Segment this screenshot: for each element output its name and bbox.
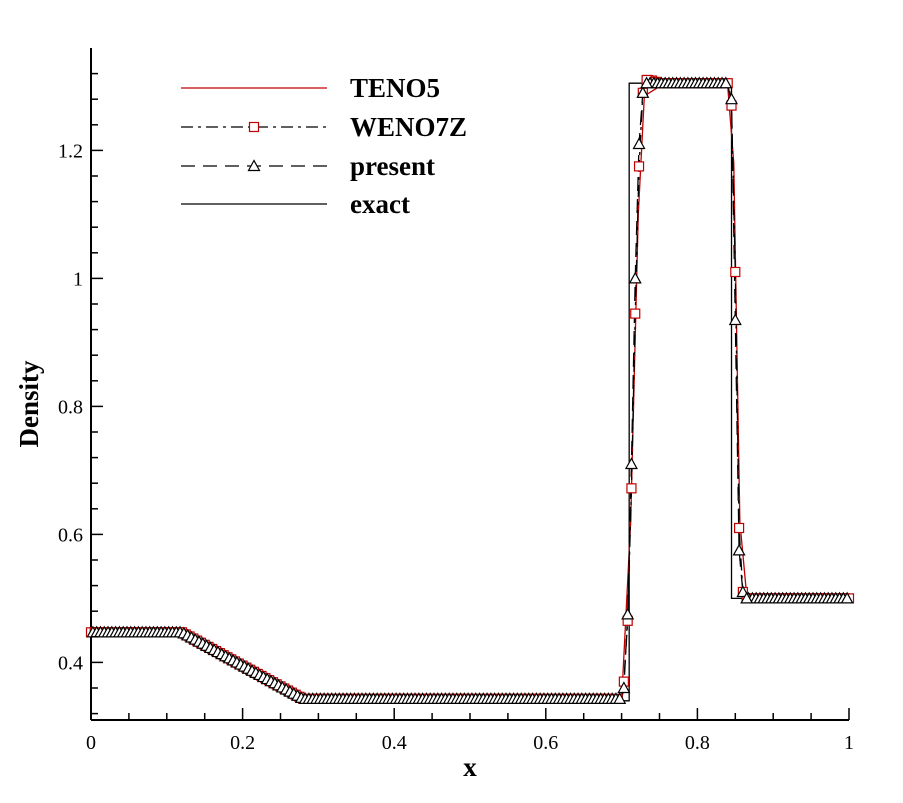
data-point	[730, 266, 741, 278]
data-point	[617, 681, 631, 694]
data-point	[636, 86, 650, 98]
y-tick-label: 0.8	[58, 396, 83, 418]
legend-item-exact: exact	[181, 189, 410, 219]
legend-item-present: present	[181, 151, 435, 181]
data-point	[613, 692, 627, 704]
series-line-present	[91, 82, 849, 700]
legend-item-weno7z: WENO7Z	[181, 112, 467, 142]
data-point	[740, 591, 754, 604]
legend-label: WENO7Z	[350, 112, 467, 142]
data-point	[640, 76, 654, 89]
data-point	[728, 313, 742, 326]
data-point	[732, 543, 746, 556]
x-tick-label: 1	[844, 732, 854, 754]
series-markers-present	[86, 76, 854, 704]
data-point	[630, 308, 641, 319]
data-point	[840, 591, 854, 604]
legend: TENO5 WENO7Z present exact	[181, 73, 467, 219]
x-tick-label: 0	[86, 732, 96, 754]
data-point	[632, 137, 646, 150]
series-line-teno5	[91, 85, 850, 702]
x-tick-label: 0.2	[230, 732, 255, 754]
legend-item-teno5: TENO5	[181, 73, 440, 103]
y-tick-label: 1.2	[58, 140, 83, 162]
data-point	[624, 457, 638, 470]
series-layer	[85, 74, 855, 704]
legend-label: exact	[350, 189, 410, 219]
series-line-weno7z	[91, 79, 849, 700]
axes-frame	[90, 48, 849, 721]
y-tick-label: 1	[73, 268, 83, 290]
x-tick-label: 0.4	[382, 732, 407, 754]
legend-label: TENO5	[350, 73, 440, 103]
series-markers-weno7z	[85, 74, 855, 704]
data-point	[724, 92, 739, 105]
data-point	[626, 483, 637, 494]
x-tick-label: 0.8	[685, 732, 710, 754]
y-tick-label: 0.4	[58, 652, 83, 674]
data-point	[628, 271, 642, 284]
data-point	[633, 161, 645, 172]
y-tick-label: 0.6	[58, 524, 83, 546]
data-point	[621, 607, 635, 620]
x-axis-title: x	[463, 752, 477, 782]
data-point	[719, 76, 733, 89]
data-point	[733, 522, 745, 534]
tick-layer: 0 0.2 0.4 0.6 0.8 1 0.4 0.6 0.8 1 1.2	[58, 72, 854, 754]
series-line-exact	[91, 82, 849, 702]
legend-marker	[247, 159, 261, 172]
legend-label: present	[350, 151, 435, 181]
legend-marker	[248, 121, 260, 133]
y-axis-title: Density	[14, 360, 44, 447]
x-tick-label: 0.6	[533, 732, 558, 754]
